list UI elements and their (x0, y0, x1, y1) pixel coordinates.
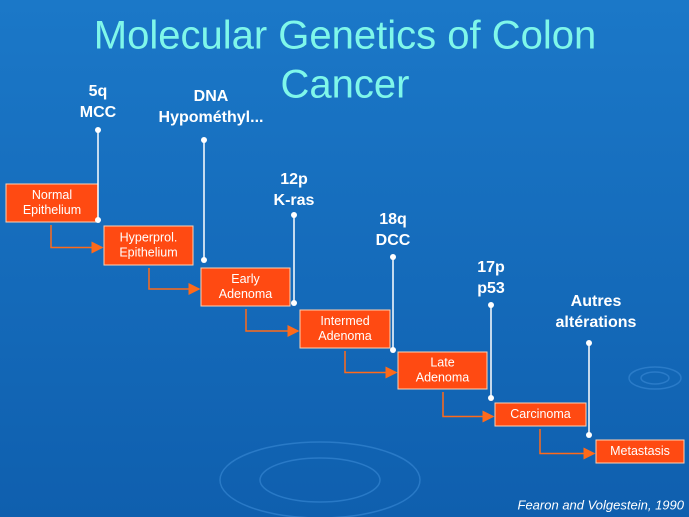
marker-label: DNA (194, 88, 229, 105)
marker-dot (390, 347, 396, 353)
stage-label: Intermed (320, 314, 369, 328)
citation: Fearon and Volgestein, 1990 (518, 497, 685, 512)
marker-label: p53 (477, 280, 505, 297)
marker-dot (291, 300, 297, 306)
marker-dot (95, 127, 101, 133)
stage-label: Adenoma (416, 370, 470, 384)
arrow (539, 429, 596, 460)
marker-dot (201, 257, 207, 263)
marker-label: K-ras (274, 192, 315, 209)
title: Cancer (281, 63, 410, 107)
stage-label: Epithelium (119, 245, 177, 259)
marker-label: Autres (571, 293, 622, 310)
stage-box (397, 351, 488, 390)
stage-label: Metastasis (610, 444, 670, 458)
marker-dot (586, 432, 592, 438)
stage-label: Epithelium (23, 203, 81, 217)
ripples (219, 366, 682, 517)
marker-dot (488, 395, 494, 401)
marker-label: altérations (556, 314, 637, 331)
arrow (50, 225, 104, 254)
stage-label: Carcinoma (510, 407, 570, 421)
stage-box (299, 309, 391, 349)
marker-label: Hypométhyl... (159, 109, 264, 126)
stage-label: Normal (32, 188, 72, 202)
stage-label: Hyperprol. (120, 230, 178, 244)
marker-dot (488, 302, 494, 308)
stage-box (103, 225, 194, 266)
marker-dot (291, 212, 297, 218)
marker-label: 17p (477, 259, 505, 276)
marker-label: 5q (89, 83, 108, 100)
stage-label: Late (430, 355, 454, 369)
stage-label: Adenoma (318, 329, 372, 343)
marker-dot (95, 217, 101, 223)
arrow (344, 351, 398, 379)
stage-label: Adenoma (219, 287, 273, 301)
stage-label: Early (231, 272, 260, 286)
marker-label: MCC (80, 104, 117, 121)
arrow (245, 309, 300, 337)
marker-label: 12p (280, 171, 308, 188)
stage-box (494, 402, 587, 427)
marker-label: DCC (376, 232, 411, 249)
arrow (148, 268, 201, 295)
stage-box (200, 267, 291, 307)
marker-dot (390, 254, 396, 260)
marker-dot (201, 137, 207, 143)
marker-label: 18q (379, 211, 407, 228)
title: Molecular Genetics of Colon (94, 14, 596, 58)
stage-box (595, 439, 685, 464)
arrow (442, 392, 495, 423)
stage-box (5, 183, 99, 223)
marker-dot (586, 340, 592, 346)
